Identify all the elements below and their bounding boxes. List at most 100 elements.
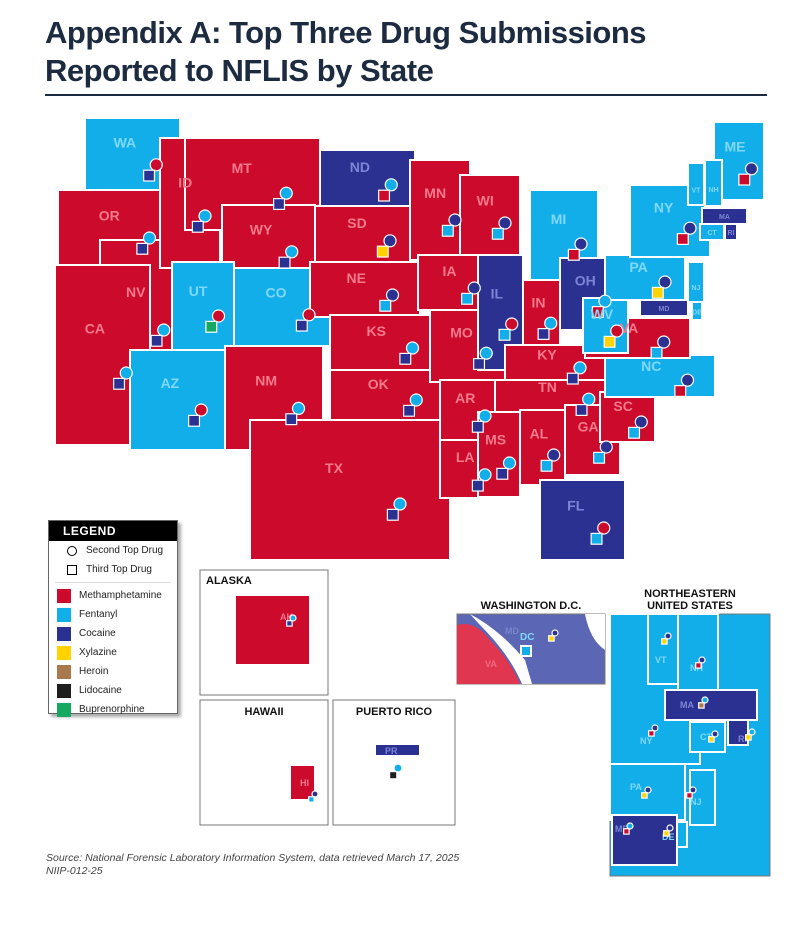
second-drug-marker-pa — [658, 275, 672, 289]
legend-item-methamphetamine: Methamphetamine — [49, 586, 177, 605]
report-id: NIIP-012-25 — [46, 865, 103, 877]
third-drug-marker-pa — [651, 286, 664, 299]
third-drug-marker-fl — [590, 532, 603, 545]
third-drug-marker-wi — [491, 227, 504, 240]
inset-state-nj — [689, 769, 716, 826]
state-label-wi: WI — [477, 192, 494, 208]
third-drug-marker-ky — [566, 372, 579, 385]
dc-inset-va-label: VA — [485, 659, 497, 669]
legend-label: Third Top Drug — [86, 564, 152, 575]
state-label-ga: GA — [578, 419, 599, 435]
second-drug-marker-wv — [610, 324, 624, 338]
source-note: Source: National Forensic Laboratory Inf… — [46, 852, 459, 878]
legend-label: Buprenorphine — [79, 704, 145, 715]
legend-item-cocaine: Cocaine — [49, 624, 177, 643]
state-de — [691, 301, 703, 321]
state-label-md: MD — [659, 306, 670, 313]
inset-state-hi — [289, 764, 316, 801]
third-drug-marker-ut — [205, 320, 218, 333]
state-al — [519, 409, 566, 486]
state-pa — [604, 254, 686, 301]
state-label-id: ID — [178, 174, 192, 190]
state-ne — [309, 261, 421, 318]
state-label-nh: NH — [708, 187, 718, 194]
state-label-sd: SD — [347, 215, 366, 231]
inset-state-md — [611, 814, 678, 866]
state-ut — [171, 261, 235, 353]
inset-state-label-hi: HI — [300, 778, 309, 788]
second-drug-marker-ut — [211, 309, 226, 323]
state-label-mo: MO — [450, 324, 473, 340]
legend-label: Second Top Drug — [86, 545, 164, 556]
dc-inset-river-east — [585, 614, 605, 650]
inset-state-label-ma: MA — [680, 700, 694, 710]
state-fl — [539, 479, 626, 561]
legend-swatch — [57, 607, 71, 622]
second-drug-marker-wy — [285, 245, 299, 259]
third-drug-marker-ma — [698, 702, 705, 709]
legend-second-drug: Second Top Drug — [49, 541, 177, 560]
third-drug-marker-wv — [603, 335, 616, 348]
second-drug-marker-sc — [634, 415, 648, 429]
legend-label: Lidocaine — [79, 685, 122, 696]
state-label-az: AZ — [161, 375, 180, 391]
state-ri — [724, 223, 738, 241]
third-drug-marker-md — [623, 828, 630, 835]
source-text: Source: National Forensic Laboratory Inf… — [46, 852, 460, 864]
inset-state-label-pr: PR — [385, 746, 398, 756]
third-drug-marker-la — [471, 479, 484, 492]
third-drug-marker-ak — [286, 620, 293, 627]
state-label-wy: WY — [250, 222, 273, 238]
second-drug-marker-md — [626, 822, 634, 830]
legend-item-buprenorphine: Buprenorphine — [49, 700, 177, 719]
legend-label: Xylazine — [79, 647, 117, 658]
northeast-title-line-1: NORTHEASTERN — [644, 588, 736, 600]
state-label-or: OR — [99, 207, 120, 223]
inset-state-label-md: MD — [615, 824, 629, 834]
third-drug-marker-ok — [403, 404, 416, 417]
state-label-la: LA — [456, 449, 475, 465]
state-label-wa: WA — [114, 135, 137, 151]
state-label-ny: NY — [654, 199, 674, 215]
state-vt — [687, 162, 705, 206]
state-sd — [314, 205, 416, 265]
third-drug-marker-mi — [567, 248, 580, 261]
third-drug-marker-hi — [308, 796, 315, 803]
title-underline — [45, 94, 767, 96]
legend-swatch — [57, 702, 71, 717]
second-drug-marker-ga — [599, 440, 613, 454]
second-drug-marker-ny — [651, 724, 659, 732]
legend-third-drug: Third Top Drug — [49, 560, 177, 579]
state-label-ut: UT — [189, 283, 208, 299]
state-label-sc: SC — [613, 398, 632, 414]
state-ms — [477, 411, 521, 498]
inset-state-label-pa: PA — [630, 782, 642, 792]
state-label-nv: NV — [126, 284, 146, 300]
state-label-de: DE — [692, 310, 702, 317]
second-drug-marker-nv — [157, 323, 171, 337]
third-drug-marker-nc — [674, 385, 687, 398]
state-label-nc: NC — [641, 358, 661, 374]
inset-state-ak — [234, 594, 311, 666]
second-drug-marker-ks — [405, 341, 420, 355]
second-drug-marker-mn — [448, 213, 462, 227]
inset-state-ct — [689, 721, 726, 753]
title-line-2: Reported to NFLIS by State — [45, 53, 434, 88]
second-drug-marker-nm — [291, 401, 306, 415]
legend-swatch — [57, 683, 71, 698]
third-drug-marker-nd — [378, 189, 391, 202]
legend-label: Heroin — [79, 666, 109, 677]
third-drug-marker-sc — [628, 426, 641, 439]
second-drug-marker-al — [547, 448, 561, 462]
second-drug-marker-pr — [393, 763, 403, 773]
third-drug-marker-ms — [496, 467, 509, 480]
state-tx — [249, 419, 451, 561]
second-drug-marker-ne — [385, 288, 400, 302]
northeast-title-line-2: UNITED STATES — [647, 600, 733, 612]
second-drug-marker-il — [505, 317, 519, 331]
state-label-ia: IA — [443, 263, 457, 279]
second-drug-marker-va — [657, 335, 671, 349]
second-drug-marker-ok — [409, 393, 423, 407]
legend-item-heroin: Heroin — [49, 662, 177, 681]
third-drug-marker-wa — [143, 169, 156, 182]
